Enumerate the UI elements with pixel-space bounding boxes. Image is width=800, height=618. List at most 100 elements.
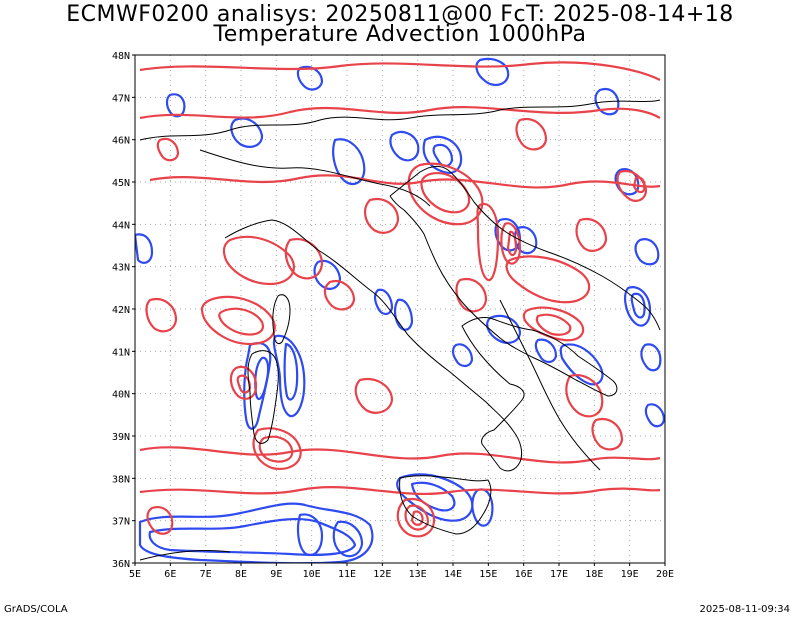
contour-negative (332, 520, 364, 558)
x-tick-label: 9E (270, 569, 282, 580)
y-tick-label: 36N (112, 559, 130, 570)
x-tick-label: 6E (164, 569, 176, 580)
contour-positive (218, 307, 264, 336)
sicily-coastline (399, 475, 492, 535)
contour-negative (148, 517, 357, 556)
contour-positive (575, 218, 608, 252)
y-tick-label: 43N (112, 263, 130, 274)
contour-positive (500, 222, 522, 265)
contour-negative (389, 130, 420, 162)
contour-positive (149, 174, 661, 189)
contour-negative (534, 338, 558, 364)
contour-positive (284, 238, 324, 280)
y-tick-label: 41N (112, 347, 130, 358)
italy-coastline (224, 195, 618, 472)
y-tick-label: 48N (112, 51, 130, 62)
x-tick-label: 11E (338, 569, 356, 580)
contour-negative (296, 65, 324, 91)
y-tick-label: 46N (112, 136, 130, 147)
y-tick-label: 37N (112, 517, 130, 528)
contour-negative (313, 259, 342, 290)
coastlines-and-borders (139, 99, 661, 561)
contour-negative (559, 343, 604, 386)
contour-positive (139, 106, 661, 120)
contour-positive (407, 162, 484, 226)
x-tick-label: 18E (585, 569, 603, 580)
contour-negative (422, 135, 463, 174)
contour-positive (139, 446, 661, 464)
contour-negative (494, 218, 522, 252)
contour-positive (505, 255, 591, 304)
contour-positive (140, 587, 320, 591)
contour-negative (594, 88, 620, 116)
contour-positive (200, 295, 276, 346)
contour-positive (455, 278, 488, 313)
x-tick-label: 8E (235, 569, 247, 580)
contour-positive (139, 61, 661, 81)
corsica-coastline (272, 294, 291, 345)
sardinia-coastline (247, 350, 279, 444)
x-tick-label: 20E (656, 569, 674, 580)
contour-positive (404, 504, 430, 531)
adriatic-coastline (389, 165, 661, 331)
x-tick-label: 5E (129, 569, 141, 580)
contour-negative (230, 117, 264, 148)
x-tick-label: 13E (409, 569, 427, 580)
x-tick-label: 16E (515, 569, 533, 580)
contour-negative (624, 286, 652, 327)
y-tick-label: 42N (112, 305, 130, 316)
balkan-borders (499, 299, 601, 471)
contour-positive (535, 313, 572, 336)
contour-negative (630, 292, 646, 319)
contour-positive (522, 306, 585, 342)
map-title-line-1: ECMWF0200 analisys: 20250811@00 FcT: 202… (66, 2, 734, 27)
contour-positive (222, 235, 295, 286)
y-tick-label: 47N (112, 93, 130, 104)
contour-negative (640, 343, 662, 372)
contour-negative (283, 342, 299, 401)
software-credit: GrADS/COLA (4, 604, 68, 615)
contour-positive (236, 374, 252, 394)
contour-negative (138, 502, 374, 563)
tunisia-coastline (139, 549, 231, 561)
y-tick-label: 40N (112, 390, 130, 401)
contour-positive (139, 486, 661, 496)
contour-positive (323, 280, 356, 311)
contour-positive (252, 427, 302, 470)
x-tick-label: 14E (444, 569, 462, 580)
map-title-line-2: Temperature Advection 1000hPa (213, 22, 587, 47)
contour-positive (145, 298, 178, 333)
y-tick-label: 44N (112, 220, 130, 231)
x-tick-label: 7E (200, 569, 212, 580)
contour-negative (393, 298, 414, 331)
contour-positive (354, 378, 394, 414)
generation-timestamp: 2025-08-11-09:34 (699, 604, 790, 615)
contour-positive (258, 435, 294, 463)
contour-negative (471, 488, 494, 527)
north-borders (139, 99, 661, 141)
contour-positive (616, 170, 648, 202)
x-tick-label: 12E (373, 569, 391, 580)
axis-ticks: 5E 6E 7E 8E 9E 10E 11E 12E 13E 14E 15E 16E 17E 18E 19E… (112, 51, 674, 580)
x-tick-label: 19E (621, 569, 639, 580)
contour-positive (565, 374, 604, 418)
contour-negative (272, 334, 306, 418)
contour-negative (373, 288, 394, 316)
y-tick-label: 38N (112, 474, 130, 485)
x-tick-label: 17E (550, 569, 568, 580)
contour-positive (632, 176, 646, 194)
contour-negative (634, 238, 660, 266)
contour-positive (364, 198, 400, 234)
alps-borders (199, 149, 431, 207)
contour-negative (644, 403, 665, 428)
x-tick-label: 10E (303, 569, 321, 580)
contour-negative (165, 93, 186, 118)
contour-positive (146, 506, 174, 535)
contour-positive (476, 202, 500, 282)
contour-negative (475, 57, 510, 86)
contour-negative (332, 138, 366, 186)
contour-positive (156, 137, 180, 162)
contour-positive (396, 498, 436, 538)
contour-negative (296, 513, 324, 557)
